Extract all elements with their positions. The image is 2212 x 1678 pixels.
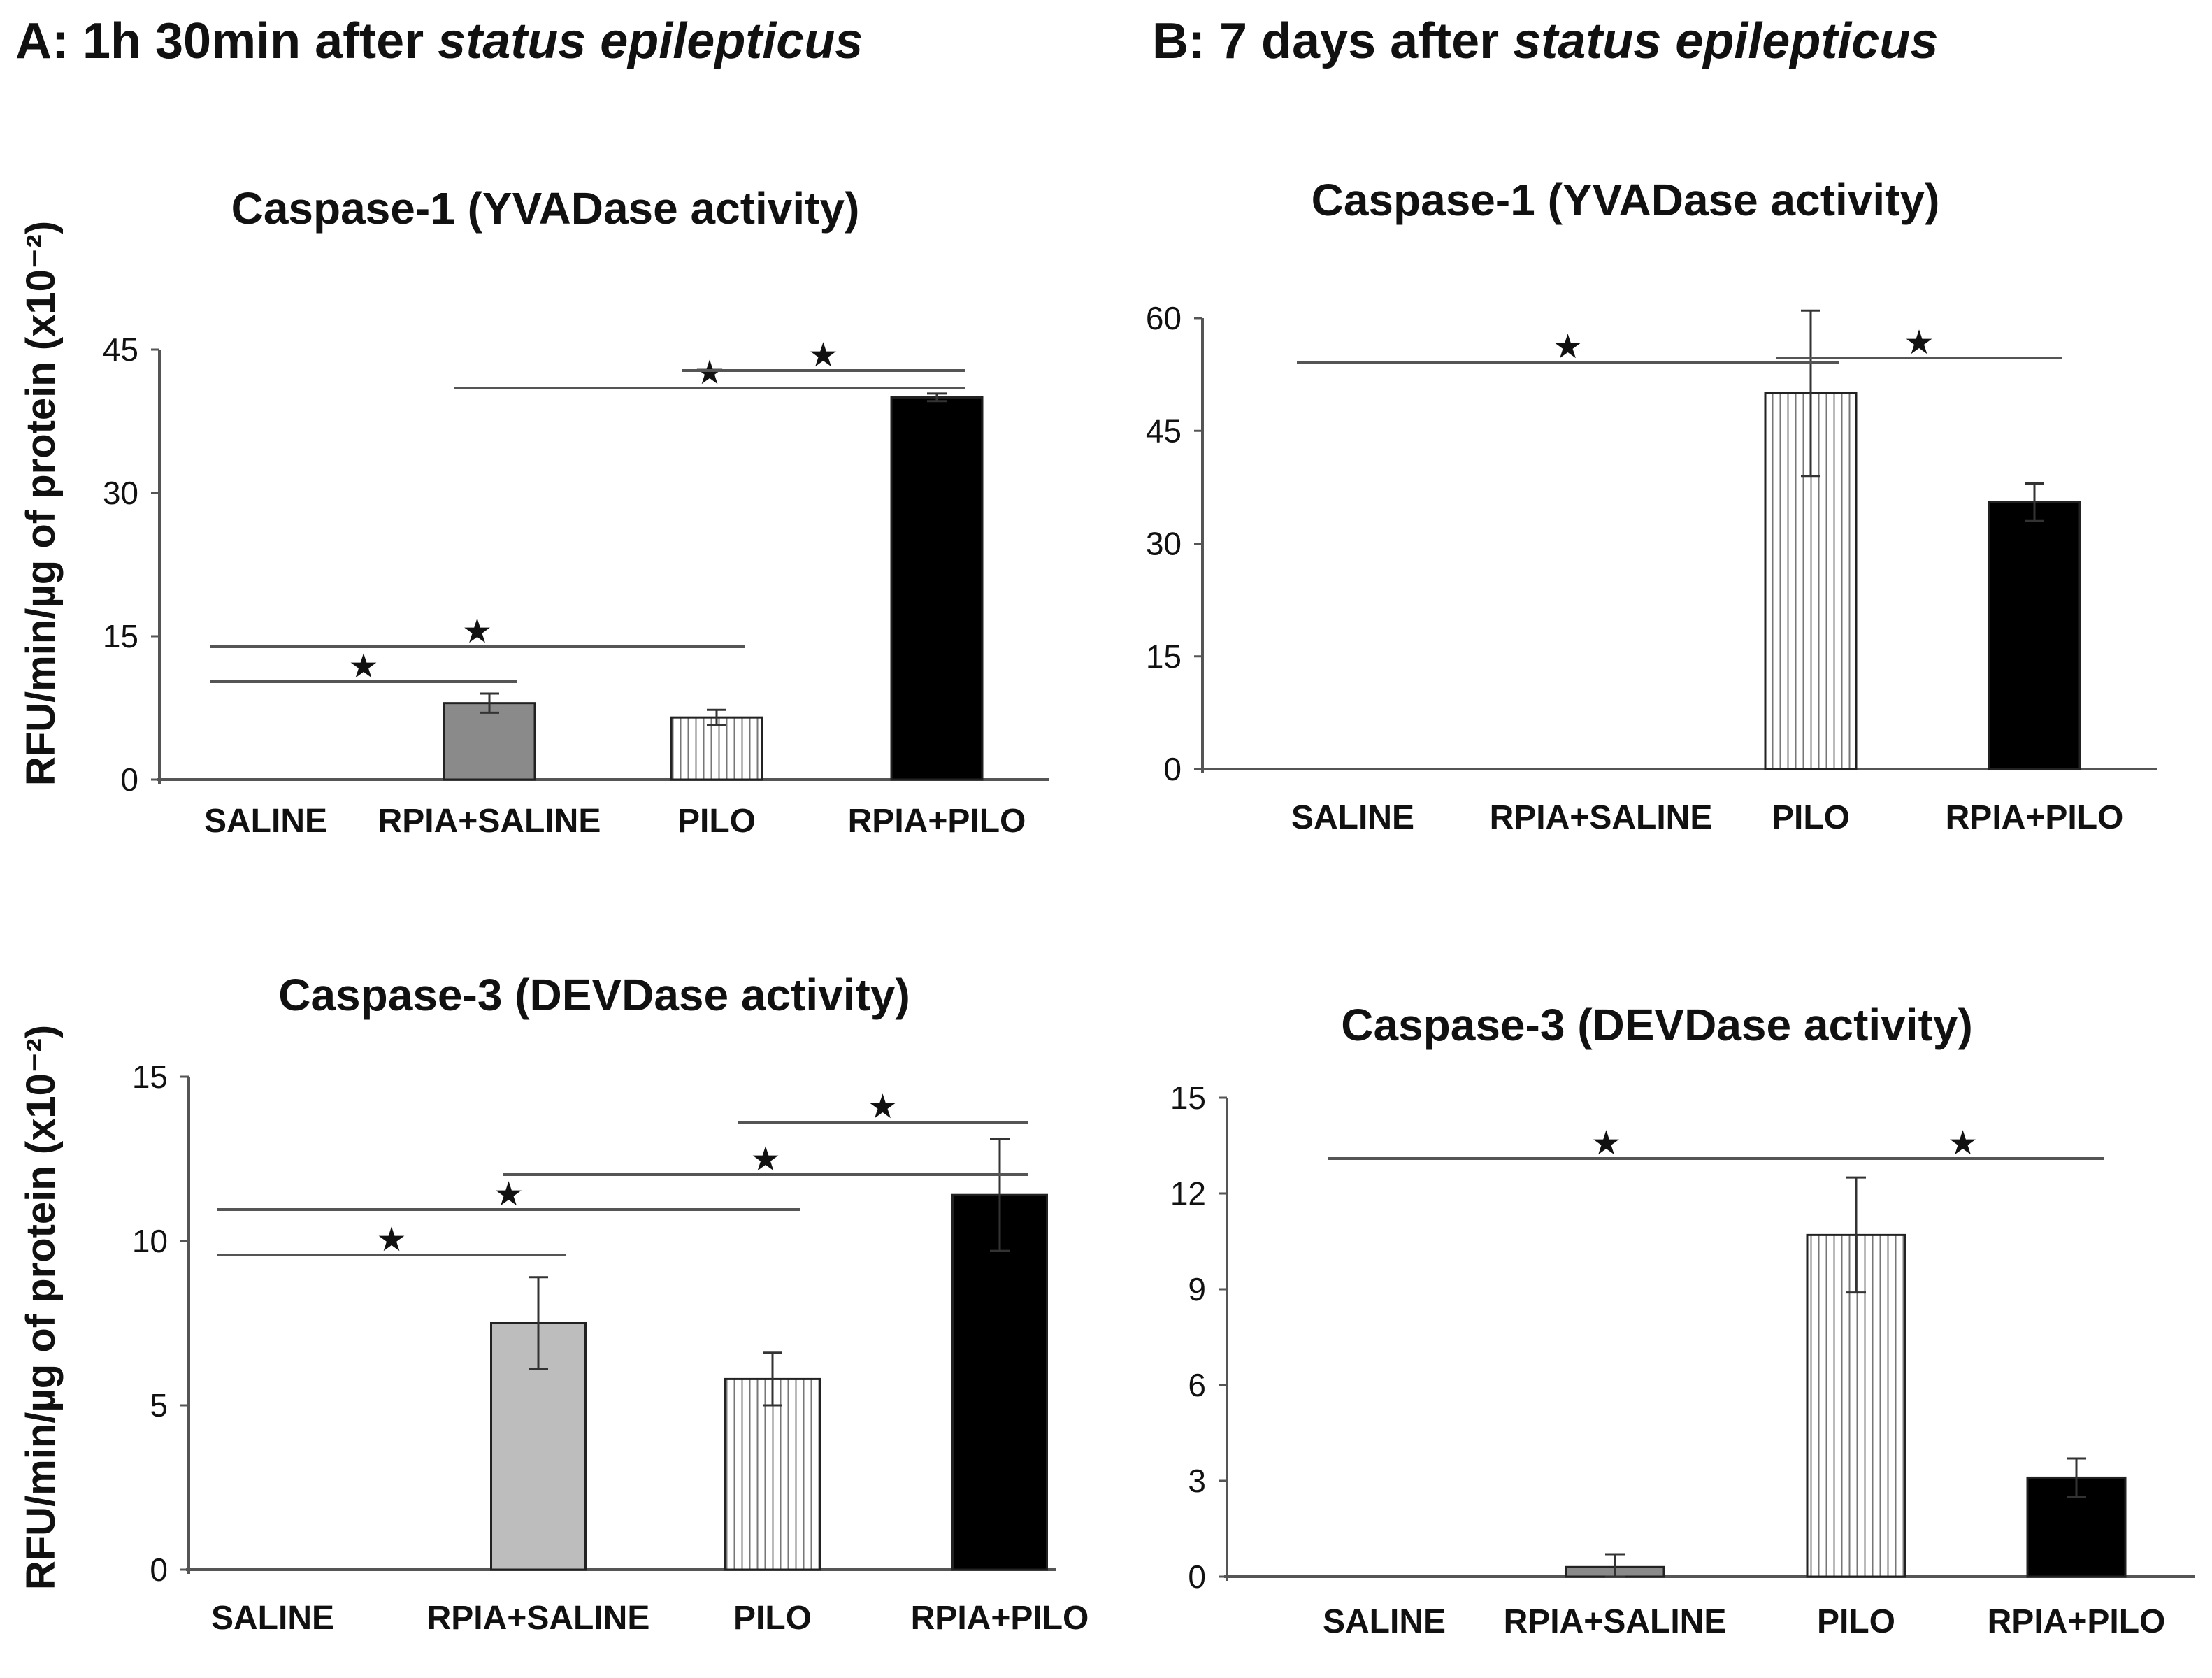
y-tick-label: 15	[1146, 638, 1182, 675]
bar	[951, 1193, 1048, 1571]
x-tick-label: SALINE	[1291, 799, 1414, 836]
panel-b-heading: B: 7 days after status epilepticus	[1152, 13, 1938, 70]
x-tick-label: RPIA+SALINE	[1504, 1603, 1727, 1640]
y-tick-label: 0	[1188, 1558, 1206, 1595]
x-tick-label: RPIA+PILO	[911, 1600, 1089, 1637]
x-tick-label: PILO	[1817, 1603, 1895, 1640]
y-tick-label: 15	[132, 1059, 168, 1095]
x-tick-label: PILO	[677, 803, 756, 840]
chart-title: Caspase-1 (YVADase activity)	[1312, 175, 1940, 225]
significance-star: ★	[868, 1089, 898, 1126]
y-tick-label: 45	[1146, 413, 1182, 449]
chart-caspase1-7days: Caspase-1 (YVADase activity) 0 15 30 45 60 SAL…	[1146, 175, 2157, 836]
y-tick-label: 45	[103, 331, 138, 368]
significance-star: ★	[1904, 324, 1934, 361]
x-tick-label: SALINE	[204, 803, 327, 840]
chart-caspase3-1h30: Caspase-3 (DEVDase activity) 0 5 10 15 SALINE…	[18, 970, 1089, 1637]
y-tick-label: 9	[1188, 1271, 1206, 1307]
bar	[670, 716, 763, 781]
y-tick-label: 3	[1188, 1463, 1206, 1499]
panel-b-heading-prefix: B: 7 days after	[1152, 13, 1514, 69]
y-tick-label: 0	[120, 761, 138, 798]
significance-star: ★	[1591, 1125, 1621, 1162]
x-tick-label: RPIA+SALINE	[427, 1600, 650, 1637]
panel-a-heading: A: 1h 30min after status epilepticus	[15, 13, 863, 70]
y-tick-label: 5	[150, 1387, 168, 1424]
bar	[443, 702, 536, 781]
bar	[1988, 501, 2081, 770]
significance-star: ★	[808, 337, 838, 374]
chart-caspase3-7days: Caspase-3 (DEVDase activity) 0 3 6 9 12 15 SALI…	[1170, 1000, 2195, 1640]
x-tick-label: RPIA+PILO	[1988, 1603, 2166, 1640]
significance-star: ★	[750, 1141, 780, 1178]
chart-title: Caspase-1 (YVADase activity)	[231, 183, 860, 234]
panel-a-heading-italic: status epilepticus	[438, 13, 863, 69]
chart-title: Caspase-3 (DEVDase activity)	[278, 970, 910, 1020]
x-tick-label: RPIA+SALINE	[378, 803, 601, 840]
x-tick-label: PILO	[733, 1600, 812, 1637]
y-tick-label: 30	[103, 475, 138, 511]
y-tick-label: 10	[132, 1223, 168, 1259]
significance-star: ★	[494, 1176, 524, 1213]
y-tick-label: 6	[1188, 1367, 1206, 1403]
significance-star: ★	[376, 1221, 406, 1258]
bar	[724, 1377, 821, 1571]
x-tick-label: PILO	[1772, 799, 1850, 836]
significance-star: ★	[1948, 1125, 1978, 1162]
y-tick-label: 60	[1146, 300, 1182, 336]
x-tick-label: SALINE	[211, 1600, 334, 1637]
y-tick-label: 15	[103, 618, 138, 654]
y-tick-label: 12	[1170, 1175, 1206, 1212]
y-tick-label: 0	[1163, 751, 1182, 787]
panel-a-heading-prefix: A: 1h 30min after	[15, 13, 438, 69]
y-tick-label: 0	[150, 1551, 168, 1588]
y-tick-label: 30	[1146, 526, 1182, 562]
x-tick-label: RPIA+PILO	[848, 803, 1026, 840]
y-tick-label: 15	[1170, 1080, 1206, 1116]
x-tick-label: RPIA+PILO	[1946, 799, 2124, 836]
significance-star: ★	[462, 613, 492, 650]
bar	[890, 396, 984, 781]
chart-title: Caspase-3 (DEVDase activity)	[1341, 1000, 1973, 1050]
panel-b-heading-italic: status epilepticus	[1513, 13, 1939, 69]
significance-star: ★	[348, 648, 378, 685]
significance-star: ★	[694, 354, 724, 392]
significance-star: ★	[1553, 329, 1583, 366]
chart-caspase1-1h30: Caspase-1 (YVADase activity) 0 15 30 45 SALIN…	[18, 183, 1049, 840]
x-tick-label: RPIA+SALINE	[1490, 799, 1713, 836]
x-tick-label: SALINE	[1323, 1603, 1446, 1640]
y-axis-label: RFU/min/µg of protein (x10⁻²)	[18, 1025, 64, 1590]
y-axis-label: RFU/min/µg of protein (x10⁻²)	[18, 221, 64, 786]
